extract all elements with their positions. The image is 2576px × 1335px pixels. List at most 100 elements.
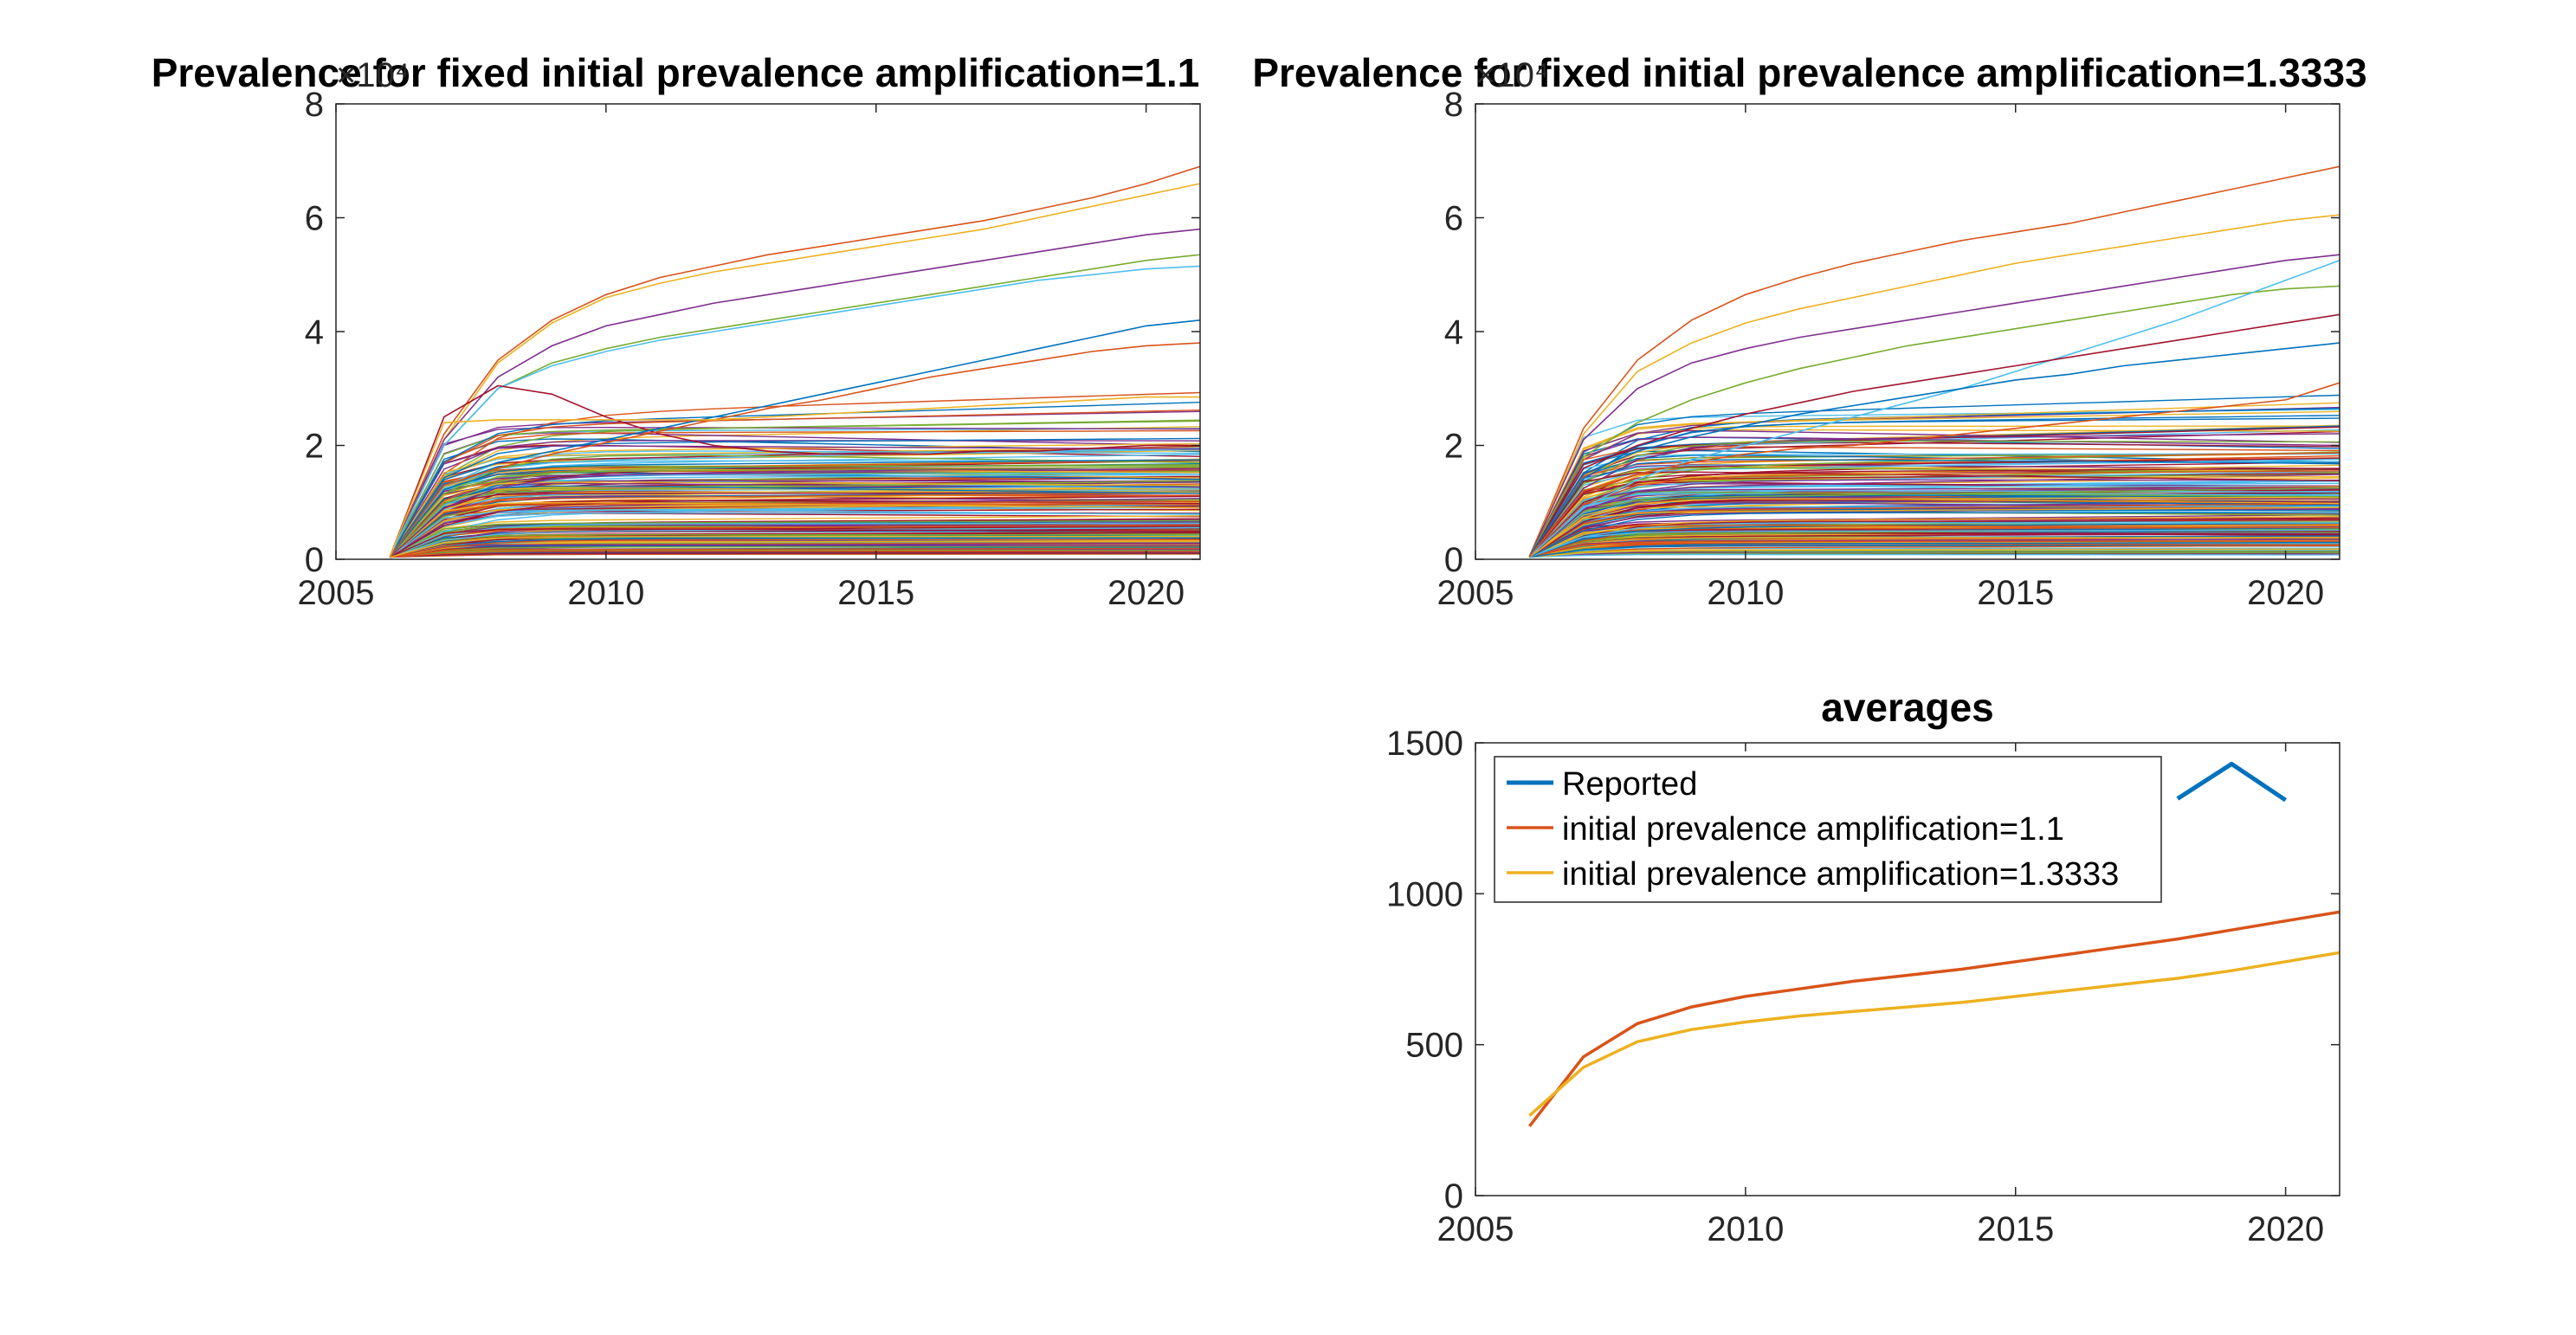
ensemble-line — [1529, 548, 2340, 558]
axes-ensemble-1.1: Prevalence for fixed initial prevalence … — [152, 50, 1201, 612]
ensemble-line — [389, 444, 1200, 558]
legend: Reported initial prevalence amplification… — [1494, 756, 2162, 903]
series-line — [1528, 910, 2340, 1127]
ensemble-line — [389, 488, 1200, 558]
ensemble-line — [389, 442, 1200, 558]
ensemble-line — [390, 495, 1200, 558]
ensemble-line — [1529, 516, 2340, 558]
y-tick-label: 4 — [1444, 313, 1463, 351]
x-tick-label: 2020 — [1107, 574, 1185, 612]
ensemble-line — [1529, 513, 2340, 558]
x-tick-label: 2010 — [567, 574, 644, 612]
ensemble-line — [1528, 459, 2340, 558]
ensemble-line — [389, 480, 1200, 558]
ensemble-line — [390, 509, 1200, 558]
series-line — [2176, 761, 2287, 803]
ensemble-line — [389, 265, 1200, 558]
ensemble-line — [1528, 472, 2340, 558]
ensemble-line — [1528, 470, 2340, 558]
ensemble-line — [1529, 545, 2340, 558]
ensemble-line — [1529, 524, 2340, 558]
ensemble-line — [389, 429, 1200, 558]
ensemble-line — [389, 384, 1200, 557]
ensemble-line — [1528, 382, 2340, 558]
x-tick-label: 2005 — [298, 574, 375, 612]
ensemble-line — [1528, 254, 2340, 558]
x-tick-label: 2010 — [1707, 574, 1784, 612]
ensemble-line — [390, 528, 1200, 558]
ensemble-line — [1529, 539, 2340, 558]
y-tick-label: 6 — [305, 200, 324, 238]
y-exponent-label: ×10⁴ — [336, 56, 410, 94]
ensemble-line — [390, 552, 1200, 558]
ensemble-line — [390, 539, 1200, 558]
ensemble-line — [1528, 313, 2340, 558]
ensemble-line — [389, 492, 1200, 558]
y-tick-label: 4 — [305, 313, 324, 351]
ensemble-line — [1528, 436, 2340, 558]
series-line — [1528, 951, 2340, 1117]
ensemble-line — [1528, 429, 2340, 558]
x-tick-label: 2005 — [1437, 574, 1514, 612]
ensemble-line — [1528, 440, 2340, 558]
plot-area — [1528, 761, 2340, 1127]
ensemble-line — [1528, 214, 2340, 558]
ensemble-line — [389, 183, 1200, 558]
ensemble-line — [1528, 410, 2340, 558]
ensemble-line — [1528, 487, 2340, 558]
ensemble-line — [1528, 402, 2340, 558]
ensemble-line — [1528, 466, 2340, 558]
ensemble-line — [389, 228, 1200, 558]
ensemble-line — [389, 506, 1200, 558]
ensemble-line — [389, 419, 1200, 558]
ensemble-line — [389, 254, 1200, 558]
ensemble-line — [389, 450, 1200, 558]
ensemble-line — [390, 553, 1200, 558]
ensemble-line — [1528, 285, 2340, 558]
x-tick-label: 2020 — [2247, 1210, 2324, 1248]
y-tick-label: 8 — [305, 86, 324, 124]
ensemble-line — [390, 547, 1200, 558]
legend-entry: initial prevalence amplification=1.1 — [1562, 811, 2064, 848]
ensemble-line — [1529, 512, 2340, 558]
y-tick-label: 2 — [305, 428, 324, 466]
axes-averages: averages 2005 2010 2015 2020 0 500 1000 1500 Rep… — [1386, 685, 2340, 1248]
ensemble-line — [1528, 260, 2340, 558]
ensemble-line — [1528, 489, 2340, 558]
y-tick-label: 500 — [1405, 1027, 1463, 1065]
x-tick-label: 2015 — [1977, 574, 2054, 612]
ensemble-line — [1529, 507, 2340, 558]
ensemble-line — [390, 519, 1200, 558]
ensemble-line — [389, 460, 1200, 558]
ensemble-line — [389, 165, 1200, 558]
ensemble-line — [390, 515, 1200, 558]
y-tick-label: 1000 — [1386, 875, 1463, 913]
ensemble-line — [389, 459, 1200, 558]
ensemble-line — [1528, 486, 2340, 558]
ensemble-line — [389, 466, 1200, 558]
ensemble-line — [389, 500, 1200, 558]
y-tick-label: 0 — [1444, 541, 1463, 579]
ensemble-line — [390, 544, 1200, 558]
y-exponent-label: ×10⁴ — [1475, 56, 1549, 94]
y-tick-label: 0 — [305, 541, 324, 579]
ensemble-line — [390, 539, 1200, 558]
ensemble-line — [390, 549, 1200, 558]
ensemble-line — [1528, 479, 2340, 558]
ensemble-line — [390, 537, 1200, 558]
ensemble-line — [389, 501, 1200, 558]
ensemble-line — [389, 480, 1200, 558]
ensemble-line — [1529, 537, 2340, 558]
chart-title: Prevalence for fixed initial prevalence … — [152, 50, 1200, 95]
ensemble-line — [1528, 452, 2340, 558]
ensemble-line — [1528, 506, 2340, 558]
axes-ensemble-1.3333: Prevalence for fixed initial prevalence … — [1252, 50, 2366, 612]
ensemble-line — [1529, 525, 2340, 558]
y-tick-label: 6 — [1444, 200, 1463, 238]
ensemble-line — [1528, 471, 2340, 558]
ensemble-line — [1528, 426, 2340, 558]
ensemble-line — [389, 464, 1200, 558]
ensemble-line — [389, 437, 1200, 558]
ensemble-line — [389, 402, 1200, 558]
